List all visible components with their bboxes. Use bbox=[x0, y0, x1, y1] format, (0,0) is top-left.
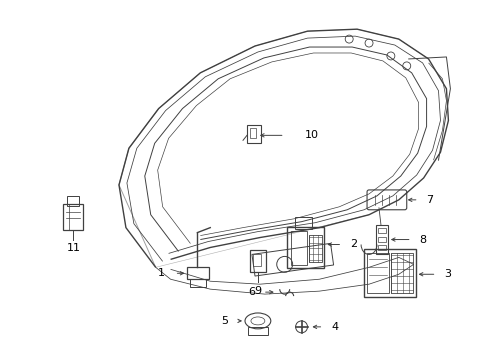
Text: 7: 7 bbox=[427, 195, 434, 205]
Bar bbox=[63, 204, 83, 230]
Bar bbox=[309, 235, 322, 262]
Bar bbox=[378, 228, 386, 233]
Text: 4: 4 bbox=[331, 322, 339, 332]
Bar bbox=[378, 237, 386, 242]
Text: 3: 3 bbox=[444, 269, 451, 279]
Text: 9: 9 bbox=[254, 286, 262, 296]
Text: 5: 5 bbox=[221, 316, 228, 326]
Bar bbox=[247, 125, 261, 143]
Bar bbox=[291, 231, 307, 265]
Text: 2: 2 bbox=[350, 239, 357, 249]
Bar bbox=[376, 225, 388, 255]
Text: 8: 8 bbox=[419, 234, 427, 244]
Text: 11: 11 bbox=[66, 243, 80, 253]
Bar bbox=[188, 267, 209, 279]
Bar bbox=[287, 227, 324, 268]
Bar bbox=[367, 253, 389, 293]
Text: 1: 1 bbox=[158, 268, 165, 278]
Bar bbox=[294, 217, 313, 229]
Text: 10: 10 bbox=[305, 130, 318, 140]
Bar bbox=[68, 196, 79, 206]
Bar bbox=[252, 243, 334, 276]
Bar bbox=[391, 253, 413, 293]
Bar bbox=[250, 251, 266, 272]
Bar bbox=[250, 129, 256, 138]
Bar bbox=[364, 249, 416, 297]
Bar bbox=[248, 327, 268, 335]
Bar bbox=[253, 255, 261, 266]
Text: 6: 6 bbox=[248, 287, 255, 297]
Bar bbox=[378, 246, 386, 251]
Bar bbox=[191, 279, 206, 287]
